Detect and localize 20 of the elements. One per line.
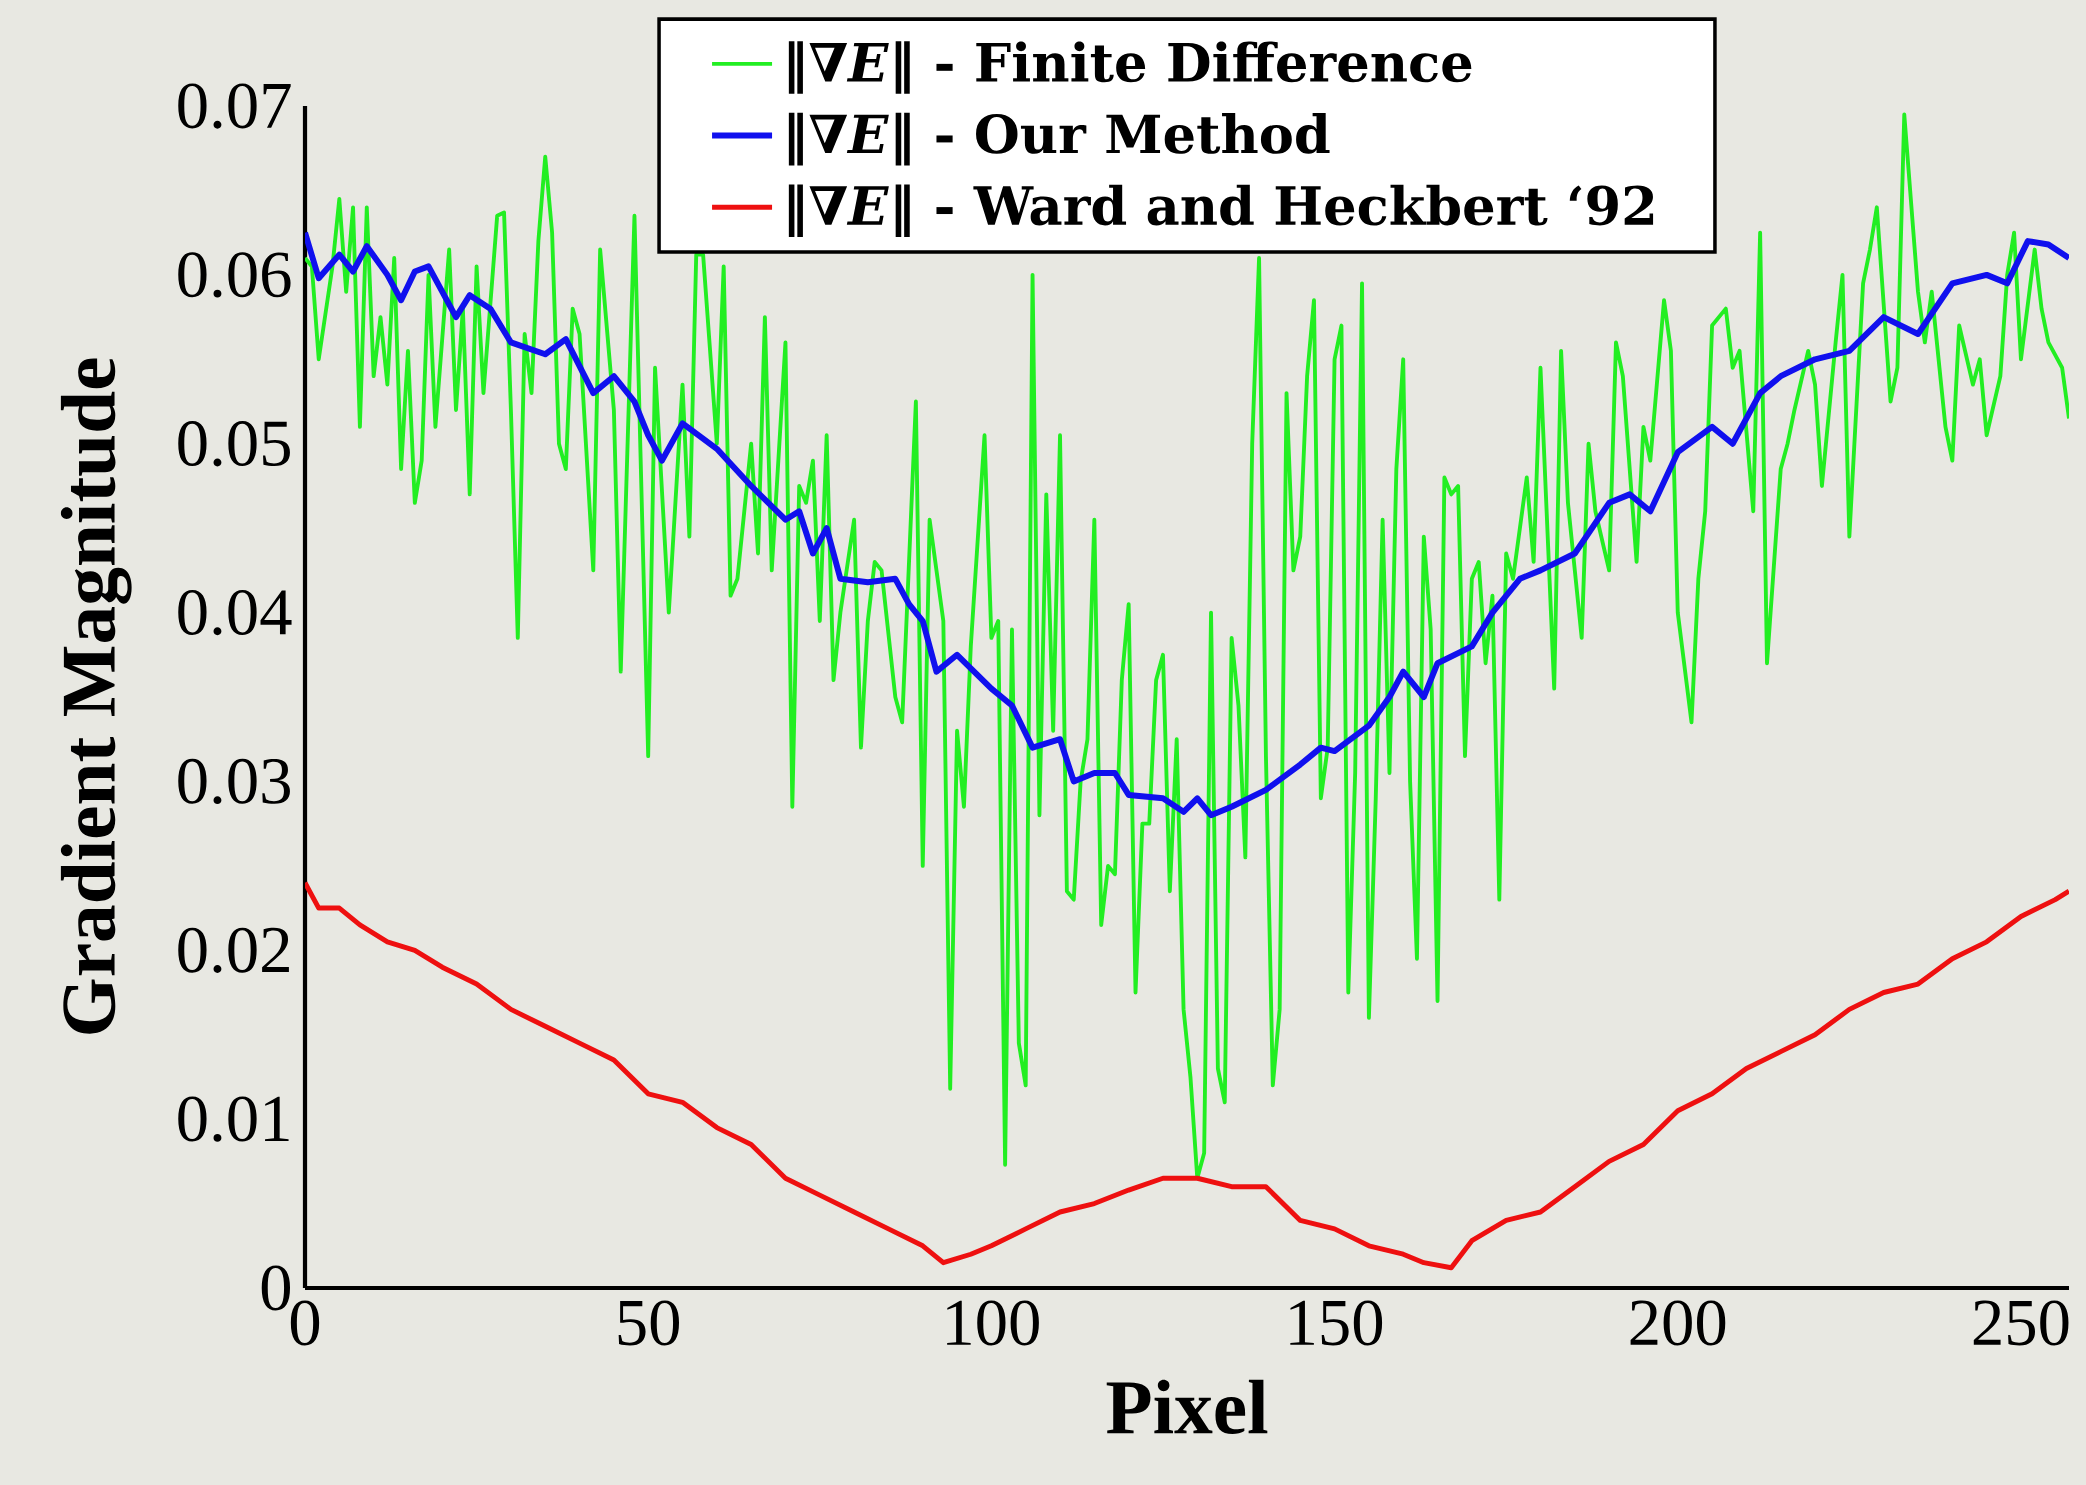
y-tick-label: 0.06	[178, 252, 291, 298]
y-tick-label: 0.04	[178, 589, 292, 636]
x-tick-label: 200	[1630, 1300, 1726, 1346]
x-tick-label: 0	[290, 1300, 320, 1346]
y-tick-label: 0	[261, 1265, 291, 1311]
y-tick-label: 0.03	[178, 758, 290, 805]
legend-label: ‖∇E‖ - Our Method	[788, 112, 1330, 166]
y-tick-label: 0.02	[178, 927, 289, 973]
y-tick-label: 0.07	[178, 83, 291, 129]
x-tick-label: 100	[947, 1300, 1039, 1346]
y-tick-label: 0.01	[178, 1096, 289, 1142]
line-series	[305, 880, 2069, 1271]
x-axis-title: Pixel	[1106, 1379, 1268, 1434]
x-tick-label: 250	[1973, 1300, 2069, 1346]
y-tick-label: 0.05	[178, 421, 290, 467]
y-axis-title: Gradient Magnitude	[60, 358, 132, 1034]
x-tick-label: 150	[1290, 1300, 1383, 1346]
x-tick-label: 50	[618, 1300, 679, 1346]
legend-label: ‖∇E‖ - Finite Difference	[788, 41, 1472, 94]
legend-label: ‖∇E‖ - Ward and Heckbert ‘92	[788, 184, 1654, 238]
